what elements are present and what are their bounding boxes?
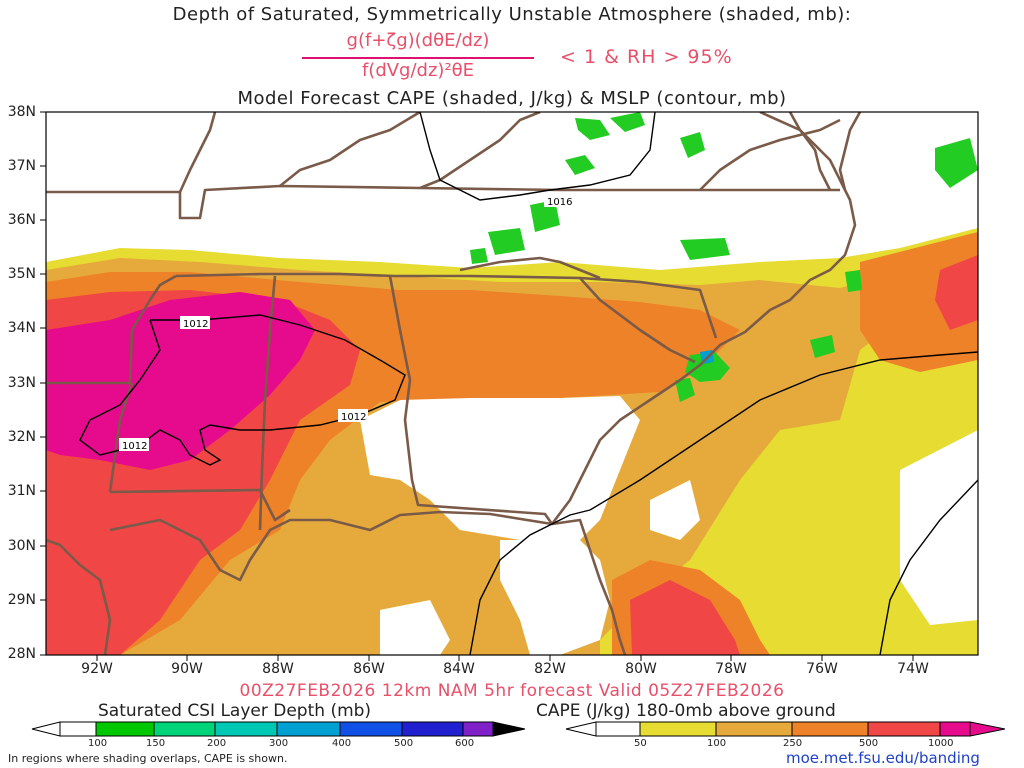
cape-colorbar-label: 1000 [928, 738, 954, 749]
cape-colorbar-label: 250 [783, 738, 803, 749]
lat-label: 36N [7, 212, 36, 228]
cape-500-region-east [935, 255, 978, 330]
csi-colorbar-label: 200 [207, 738, 227, 749]
lon-label: 74W [897, 661, 929, 677]
csi-colorbar-label: 500 [394, 738, 414, 749]
map-subtitle: Model Forecast CAPE (shaded, J/kg) & MSL… [237, 88, 787, 109]
csi-colorbar [31, 721, 526, 737]
cape-colorbar-title: CAPE (J/kg) 180-0mb above ground [536, 701, 836, 721]
mslp-contours [79, 112, 978, 655]
lon-label: 86W [353, 661, 385, 677]
lon-label: 82W [534, 661, 566, 677]
csi-colorbar-label: 150 [146, 738, 166, 749]
no-cape-gap-georgia [360, 396, 640, 540]
lat-label: 29N [7, 592, 36, 608]
lat-label: 30N [7, 538, 36, 554]
csi-colorbar-label: 600 [455, 738, 475, 749]
overlap-note: In regions where shading overlaps, CAPE … [8, 752, 288, 765]
lat-label: 28N [7, 646, 36, 662]
lon-label: 78W [715, 661, 747, 677]
formula-fraction-bar [302, 57, 534, 59]
formula-condition: < 1 & RH > 95% [560, 46, 733, 68]
cape-colorbar [565, 721, 1006, 737]
cape-colorbar-label: 50 [634, 738, 647, 749]
cape-1000-region [46, 292, 315, 470]
lat-label: 33N [7, 375, 36, 391]
lon-label: 90W [171, 661, 203, 677]
lon-label: 88W [262, 661, 294, 677]
csi-patches [470, 112, 978, 402]
lat-label: 35N [7, 266, 36, 282]
lat-label: 31N [7, 483, 36, 499]
contour-label: 1012 [341, 412, 366, 423]
no-cape-gap-florida [500, 540, 610, 655]
cape-colorbar-label: 500 [859, 738, 879, 749]
no-cape-gap-gulf [380, 600, 450, 655]
no-cape-gap-atlantic [650, 480, 700, 540]
lon-label: 80W [625, 661, 657, 677]
forecast-valid-time: 00Z27FEB2026 12km NAM 5hr forecast Valid… [239, 681, 785, 701]
formula-numerator: g(f+ζg)(dθE/dz) [346, 30, 490, 51]
contour-label: 1012 [183, 319, 208, 330]
cape-500-region-florida [630, 580, 740, 655]
lat-label: 34N [7, 320, 36, 336]
csi-colorbar-label: 100 [88, 738, 108, 749]
csi-colorbar-label: 300 [269, 738, 289, 749]
lat-label: 32N [7, 429, 36, 445]
lon-label: 92W [81, 661, 113, 677]
mslp-contour-labels: 1012 1012 1012 1016 [119, 194, 574, 452]
lat-label: 37N [7, 158, 36, 174]
source-credit-link[interactable]: moe.met.fsu.edu/banding [786, 749, 980, 767]
cape-colorbar-label: 100 [707, 738, 727, 749]
lon-label: 84W [443, 661, 475, 677]
lat-label: 38N [7, 104, 36, 120]
contour-label: 1012 [122, 441, 147, 452]
no-cape-gap-east [900, 430, 978, 625]
csi-colorbar-label: 400 [332, 738, 352, 749]
state-borders [46, 112, 847, 531]
contour-label: 1016 [547, 197, 572, 208]
map-title: Depth of Saturated, Symmetrically Unstab… [172, 4, 852, 25]
formula-denominator: f(dVg/dz)²θE [361, 60, 475, 81]
csi-colorbar-title: Saturated CSI Layer Depth (mb) [98, 701, 372, 721]
lon-label: 76W [806, 661, 838, 677]
coastline [46, 112, 862, 655]
axis-ticks [40, 111, 914, 661]
